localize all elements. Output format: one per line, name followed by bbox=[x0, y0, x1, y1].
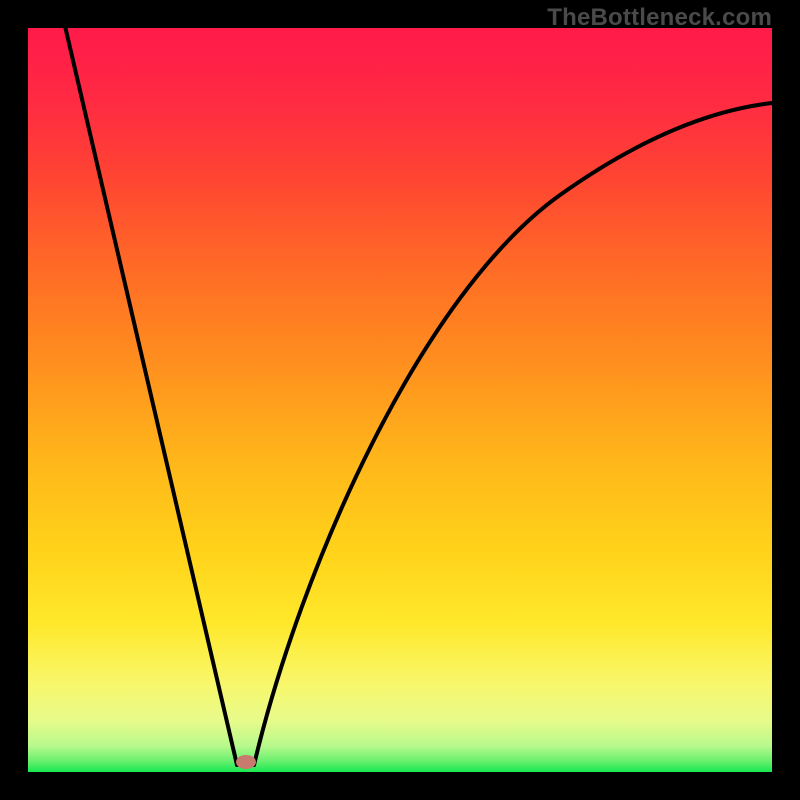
plot-svg bbox=[0, 0, 800, 800]
frame-border-left bbox=[0, 0, 28, 800]
plot-background bbox=[28, 28, 772, 772]
chart-canvas: TheBottleneck.com bbox=[0, 0, 800, 800]
frame-border-right bbox=[772, 0, 800, 800]
watermark-text: TheBottleneck.com bbox=[547, 4, 772, 32]
frame-border-bottom bbox=[0, 772, 800, 800]
minimum-marker bbox=[236, 755, 256, 769]
